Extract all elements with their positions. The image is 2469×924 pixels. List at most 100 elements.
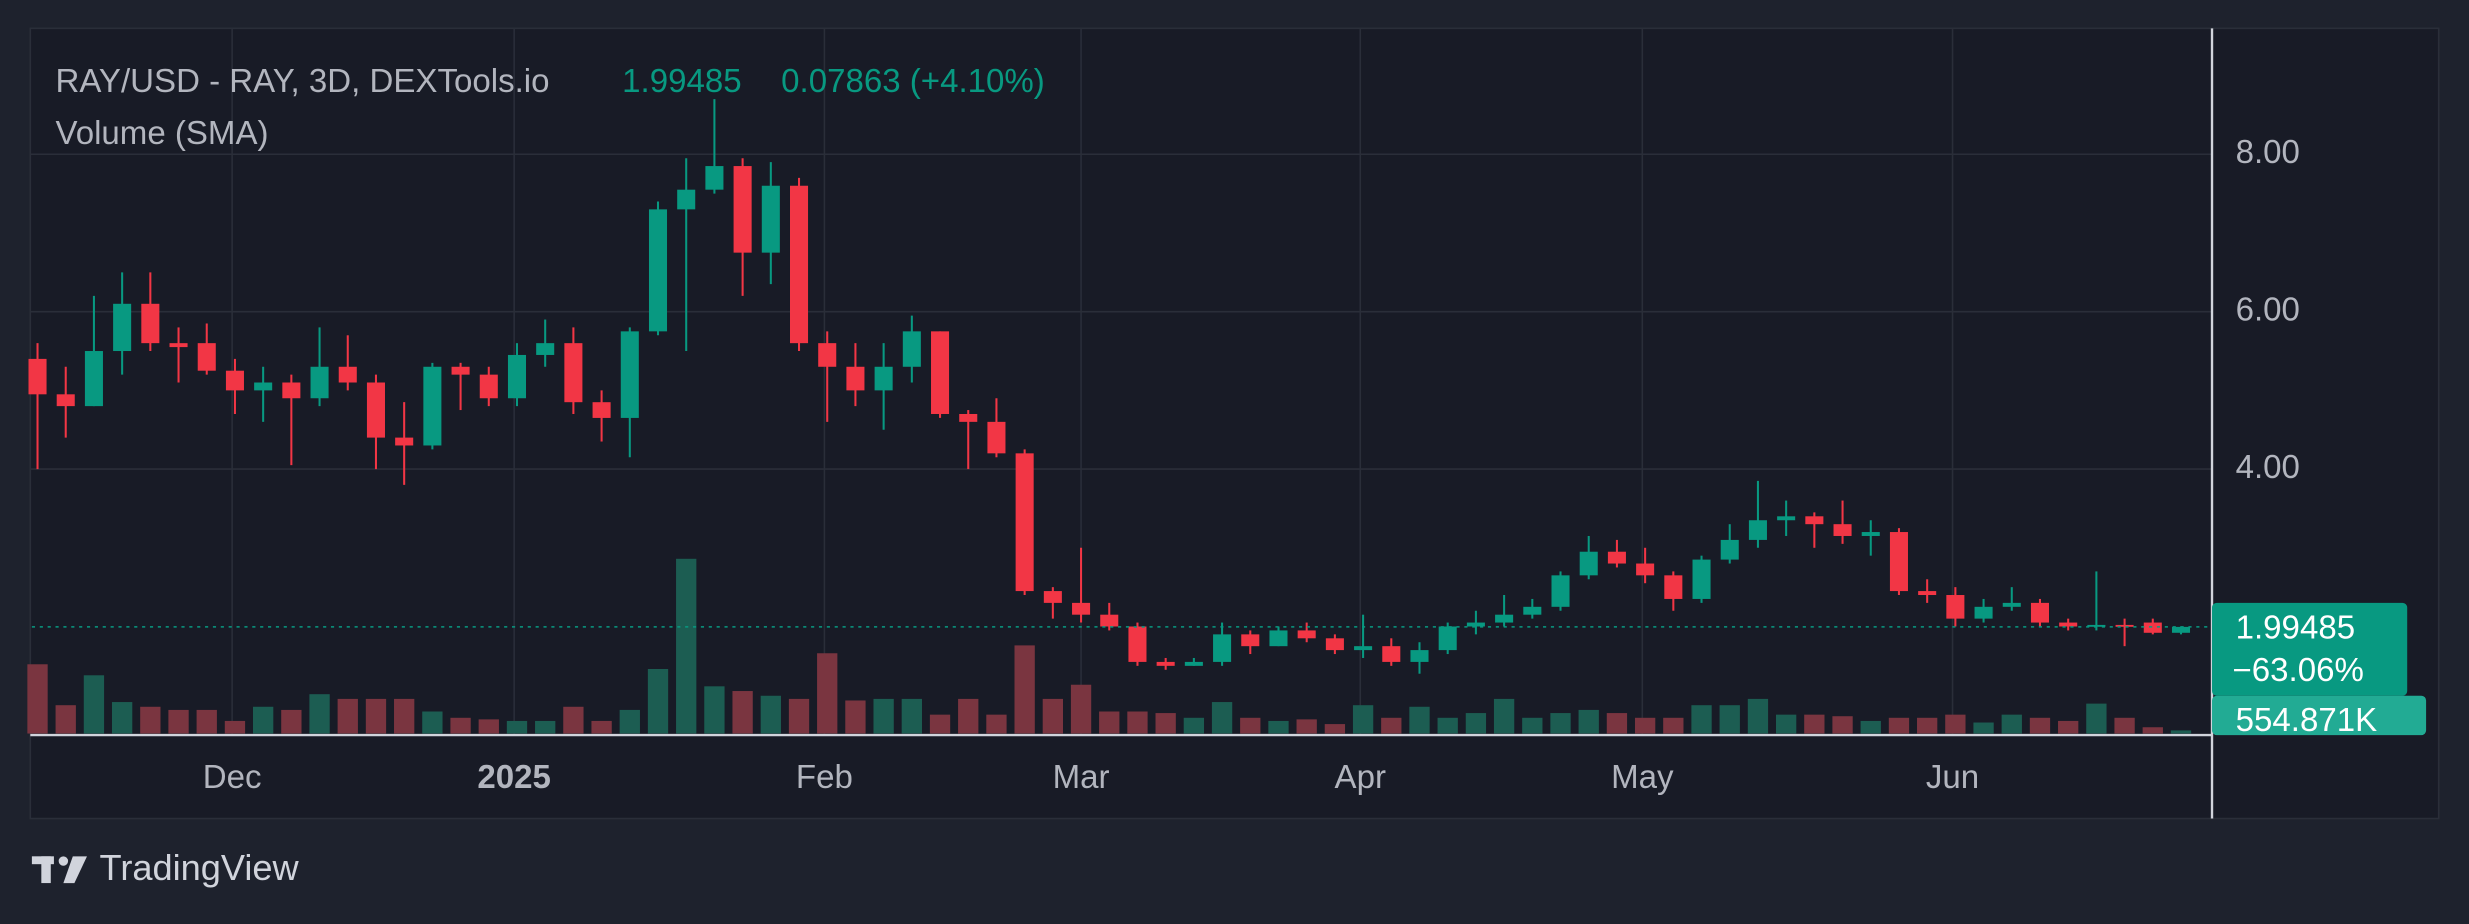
volume-bar: [1352, 705, 1374, 734]
candle-body: [536, 343, 555, 355]
candle-body: [395, 437, 414, 446]
volume-bar: [281, 709, 302, 734]
price-badge-text: 1.99485: [2236, 609, 2355, 646]
volume-bar: [1437, 717, 1458, 734]
candle-body: [592, 402, 611, 418]
candle-body: [987, 421, 1006, 454]
x-tick-label: Apr: [1335, 759, 1386, 796]
candle-body: [705, 166, 724, 190]
candle-body: [169, 343, 188, 348]
volume-bar: [1211, 702, 1233, 734]
volume-bar: [1634, 717, 1656, 734]
candle-body: [648, 209, 668, 332]
volume-bar: [478, 719, 499, 734]
candle-body: [846, 366, 865, 391]
change: 0.07863 (+4.10%): [781, 63, 1045, 100]
candle-body: [1777, 516, 1796, 521]
volume-bar: [1014, 645, 1035, 734]
volume-bar: [1381, 717, 1402, 734]
volume-bar: [901, 698, 922, 734]
candle-body: [1156, 661, 1175, 666]
volume-bar: [168, 709, 189, 734]
candle-body: [1579, 551, 1598, 576]
volume-bar: [1240, 717, 1261, 734]
volume-bar: [1832, 716, 1853, 734]
volume-badge-text: 554.871K: [2236, 702, 2378, 739]
candle-body: [423, 366, 442, 446]
volume-bar: [2142, 727, 2163, 734]
volume-bar: [563, 706, 584, 734]
candle-body: [1833, 524, 1852, 536]
candle-body: [1466, 622, 1485, 627]
volume-bar: [676, 558, 697, 734]
candle-body: [451, 366, 470, 375]
volume-bar: [1522, 717, 1543, 734]
volume-bar: [309, 694, 330, 734]
volume-bar: [1465, 713, 1487, 734]
volume-bar: [535, 720, 556, 734]
candle-body: [677, 189, 696, 210]
volume-bar: [647, 668, 669, 734]
volume-bar: [1691, 705, 1712, 734]
candle-body: [1523, 606, 1542, 615]
volume-bar: [1183, 717, 1205, 734]
symbol: RAY/USD - RAY, 3D, DEXTools.io: [55, 63, 549, 100]
candle-body: [1551, 575, 1570, 607]
candle-body: [1410, 650, 1429, 662]
volume-bar: [817, 653, 838, 734]
candle-body: [1748, 520, 1767, 540]
volume-bar: [1550, 713, 1571, 734]
volume-bar: [140, 706, 161, 734]
candle-body: [1382, 646, 1401, 662]
y-tick-label: 6.00: [2236, 291, 2300, 328]
volume-bar: [591, 720, 612, 734]
candle-body: [1015, 453, 1034, 592]
candle-body: [1720, 539, 1739, 560]
volume-bar: [958, 698, 979, 734]
candle-body: [902, 331, 921, 367]
x-tick-label: Feb: [796, 759, 853, 796]
candle-body: [56, 394, 75, 407]
volume-bar: [2001, 714, 2022, 734]
candle-body: [1607, 551, 1626, 564]
volume-bar: [1578, 709, 1599, 734]
volume-bar: [760, 695, 781, 734]
candle-body: [733, 166, 752, 253]
volume-bar: [1945, 714, 1966, 734]
volume-bar: [619, 709, 640, 734]
volume-bar: [1296, 719, 1317, 734]
volume-bar: [422, 711, 443, 734]
volume-bar: [55, 705, 76, 734]
candle-body: [2087, 624, 2106, 627]
volume-bar: [1804, 714, 1825, 734]
volume-bar: [1155, 713, 1176, 734]
candle-body: [931, 331, 950, 414]
candle-body: [1664, 575, 1683, 599]
candle-body: [1213, 634, 1232, 662]
volume-bar: [788, 698, 810, 734]
volume-badge: [2212, 695, 2427, 736]
volume-bar: [1127, 711, 1148, 734]
candle-body: [2115, 624, 2134, 627]
candle-body: [1974, 606, 1993, 619]
candle-body: [1354, 646, 1373, 651]
volume-bar: [2029, 717, 2051, 734]
candle-body: [225, 370, 244, 391]
candle-body: [2171, 626, 2191, 633]
brand: TradingView: [100, 847, 300, 888]
volume-bar: [986, 714, 1007, 734]
volume-bar: [1663, 717, 1684, 734]
volume-bar: [929, 714, 951, 734]
candle-body: [1043, 591, 1062, 603]
x-tick-label: Dec: [203, 759, 262, 796]
candle-body: [1636, 563, 1655, 576]
y-tick-label: 8.00: [2236, 134, 2300, 171]
volume-bar: [337, 698, 358, 734]
candle-body: [564, 343, 583, 403]
candle-body: [1325, 638, 1344, 651]
volume-bar: [1775, 714, 1797, 734]
volume-bar: [2170, 730, 2192, 734]
volume-bar: [83, 675, 105, 734]
candle-body: [1269, 630, 1288, 647]
